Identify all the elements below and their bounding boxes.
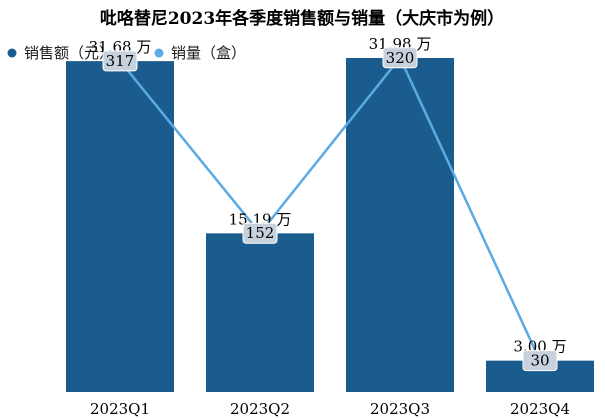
volume-point-2023Q4: 30 (522, 350, 558, 372)
bars-layer (66, 57, 594, 393)
legend-marker-sales (7, 48, 17, 58)
line-layer (119, 55, 542, 362)
volume-label-box (382, 47, 418, 69)
bar-2023Q2 (206, 233, 314, 392)
volume-value-label: 152 (246, 224, 275, 242)
x-tick-label: 2023Q3 (370, 400, 430, 418)
volume-label-box (522, 350, 558, 372)
volume-label-box (102, 50, 138, 72)
volume-value-label: 317 (106, 52, 135, 70)
legend-label-sales: 销售额（元） (24, 44, 114, 62)
bar-2023Q1 (66, 61, 174, 393)
volume-point-2023Q1: 317 (102, 50, 138, 72)
bar-2023Q3 (346, 57, 454, 393)
x-tick-label: 2023Q2 (230, 400, 290, 418)
legend-marker-volume (154, 48, 164, 58)
chart-title: 吡咯替尼2023年各季度销售额与销量（大庆市为例） (100, 8, 504, 29)
volume-line (119, 55, 542, 362)
volume-point-2023Q3: 320 (382, 47, 418, 69)
volume-label-box (242, 222, 278, 244)
x-tick-label: 2023Q4 (510, 400, 570, 418)
volume-value-label: 320 (386, 49, 415, 67)
x-axis-ticks: 2023Q1 2023Q2 2023Q3 2023Q4 (90, 400, 570, 418)
volume-value-label: 30 (530, 352, 549, 370)
x-tick-label: 2023Q1 (90, 400, 150, 418)
legend: 销售额（元） 销量（盒） (7, 44, 246, 62)
volume-point-2023Q2: 152 (242, 222, 278, 244)
legend-label-volume: 销量（盒） (171, 44, 246, 62)
